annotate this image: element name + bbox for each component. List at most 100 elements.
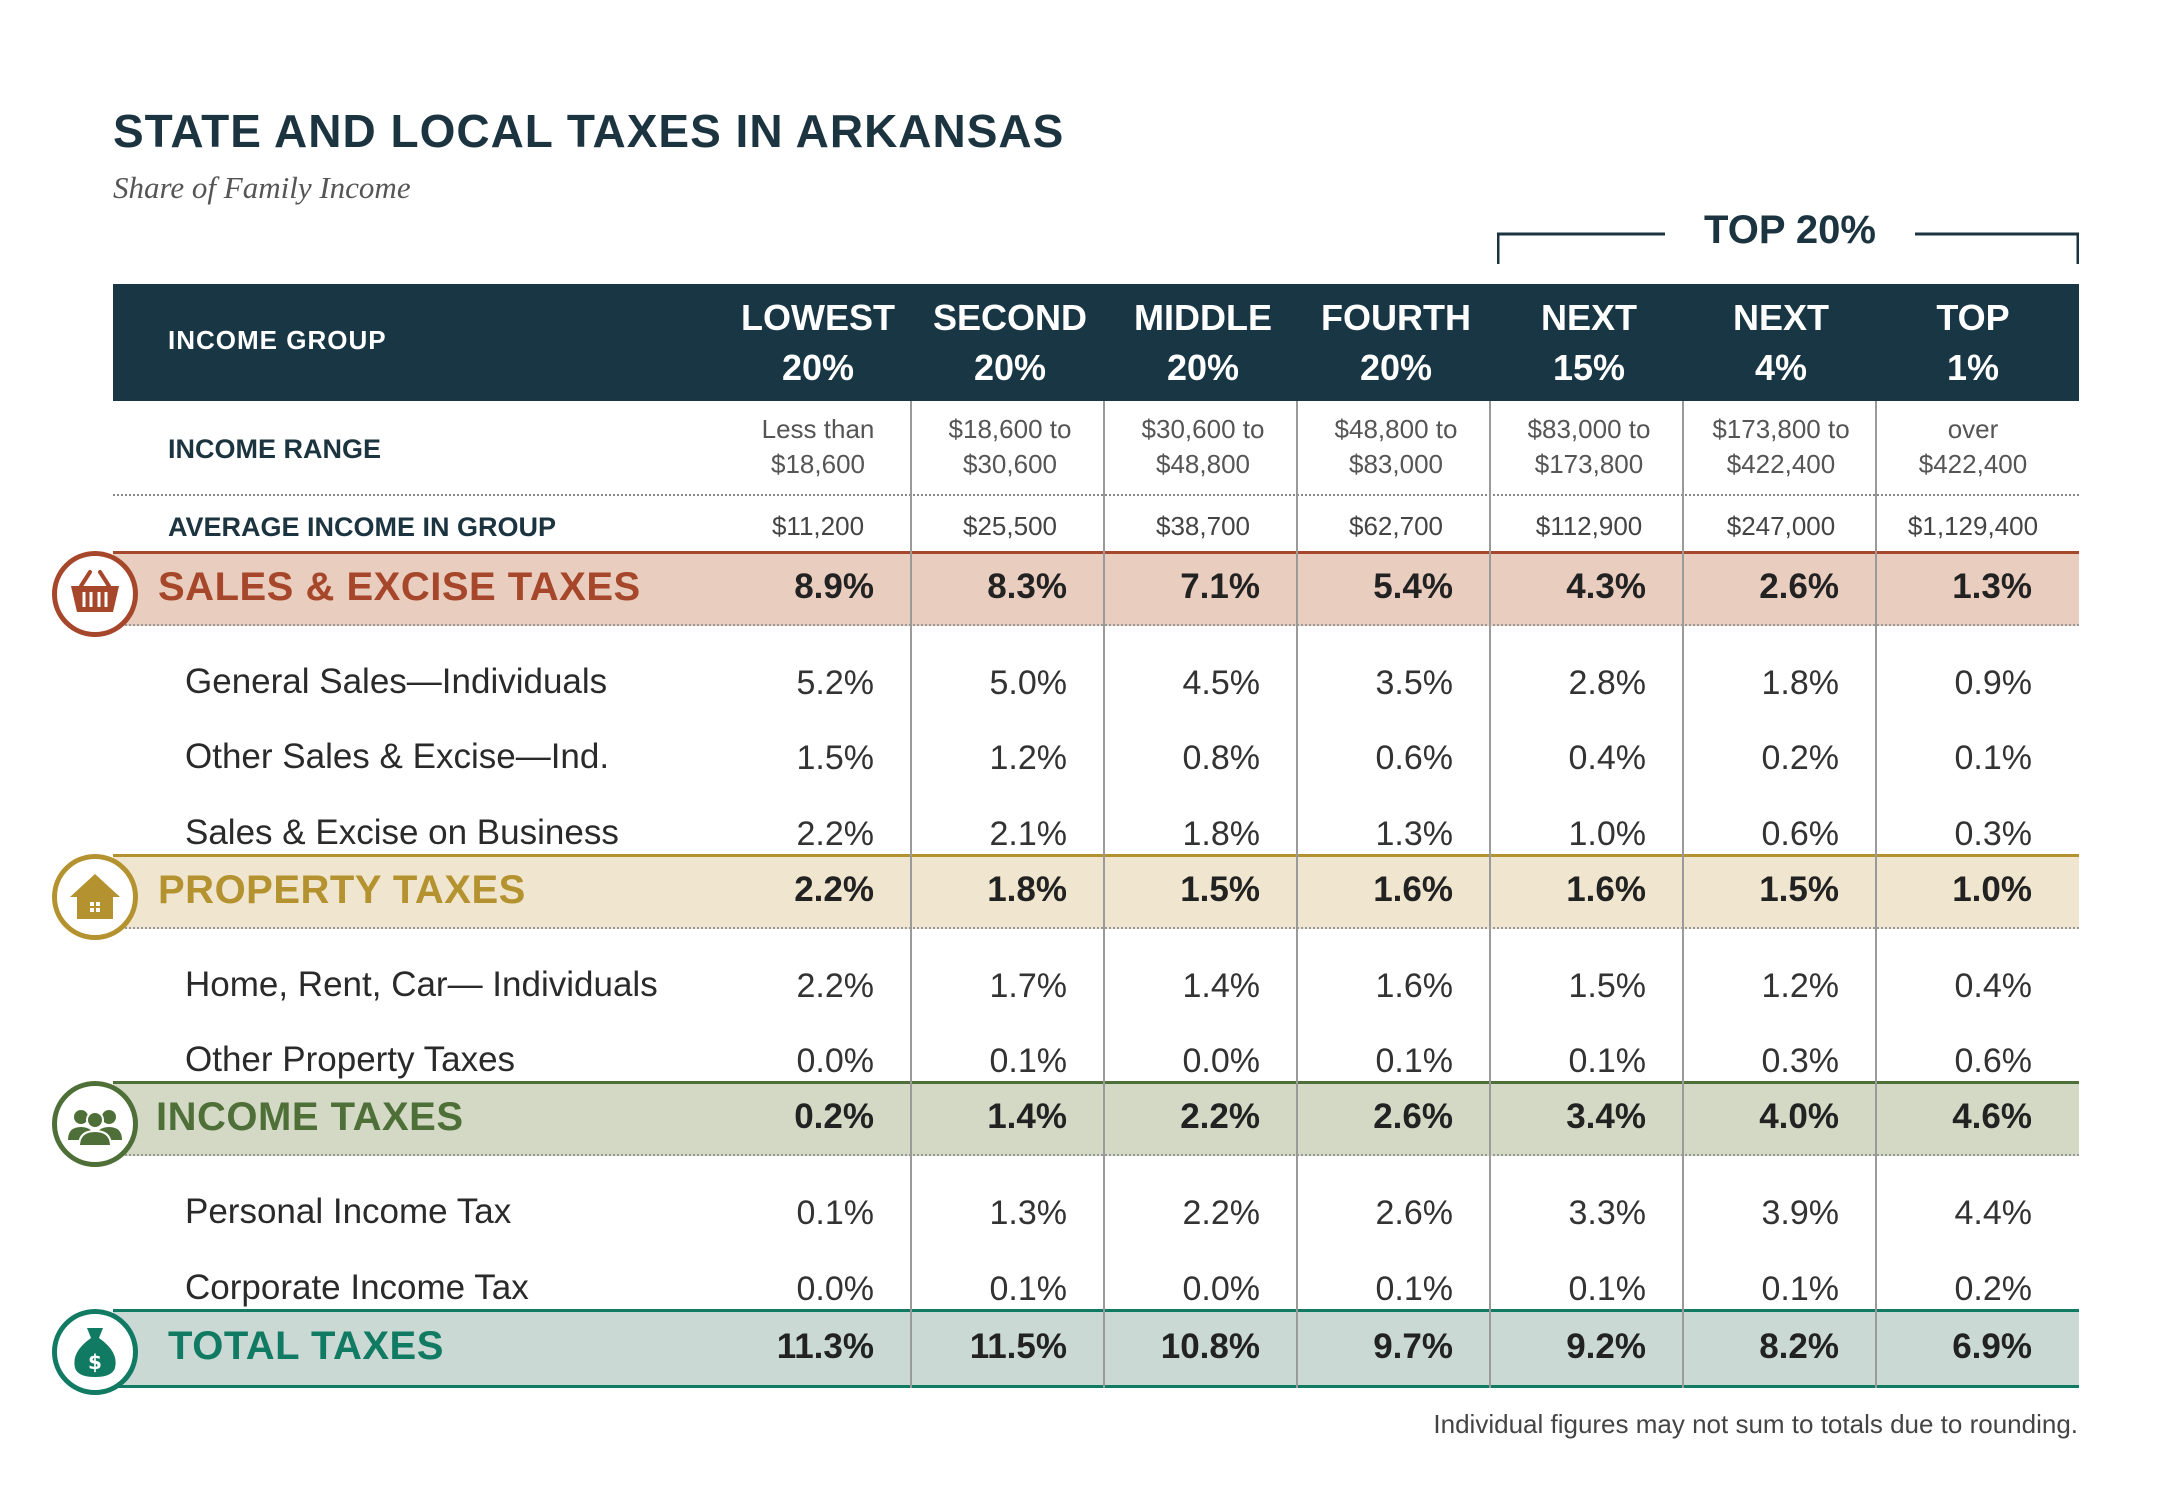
total-value: 11.5% [969,1327,1067,1366]
category-total-value: 1.4% [987,1097,1067,1136]
total-value: 6.9% [1952,1327,2032,1366]
tax-row-value: 0.0% [796,1042,875,1080]
svg-text:$: $ [88,1350,102,1374]
tax-row-value: 4.5% [1182,664,1261,702]
range-line2: $422,400 [1726,449,1836,479]
income-range-cell: $30,600 to $48,800 [1108,412,1298,482]
total-value: 9.7% [1373,1327,1453,1366]
column-header-line2: 20% [973,347,1047,388]
tax-row-value: 1.7% [989,967,1068,1005]
category-total-value: 1.6% [1373,870,1453,909]
total-value: 11.3% [776,1327,874,1366]
column-header-line1: SECOND [932,297,1088,338]
column-divider [1875,401,1877,1388]
tax-row-label: Personal Income Tax [185,1192,512,1231]
column-header: SECOND 20% [915,293,1105,393]
divider [113,494,2079,496]
total-value: 8.2% [1759,1327,1839,1366]
category-total-value: 4.6% [1952,1097,2032,1136]
income-range-cell: $48,800 to $83,000 [1301,412,1491,482]
column-header-line1: NEXT [1540,297,1637,338]
column-header-line2: 20% [1359,347,1433,388]
column-header-line2: 20% [781,347,855,388]
tax-row-value: 1.3% [1375,815,1454,853]
tax-row-value: 1.2% [989,739,1068,777]
column-header: NEXT 4% [1686,293,1876,393]
range-line1: $18,600 to [948,414,1072,444]
tax-row-value: 1.4% [1182,967,1261,1005]
average-income-cell: $11,200 [771,511,865,541]
tax-row-value: 3.3% [1568,1194,1647,1232]
column-header: FOURTH 20% [1301,293,1491,393]
column-header-line2: 20% [1166,347,1240,388]
tax-row-value: 0.2% [1761,739,1840,777]
category-total-value: 1.3% [1952,567,2032,606]
tax-row-value: 0.1% [1954,739,2033,777]
header-band [113,284,2079,401]
tax-row-value: 0.9% [1954,664,2033,702]
total-value: 10.8% [1160,1327,1260,1366]
column-header-line2: 15% [1552,347,1626,388]
tax-row-value: 0.6% [1761,815,1840,853]
average-income-cell: $247,000 [1726,511,1836,541]
average-income-cell: $38,700 [1156,511,1250,541]
category-total-value: 1.5% [1180,870,1260,909]
tax-row-value: 2.2% [796,967,875,1005]
category-label: INCOME TAXES [156,1095,464,1139]
column-header-line1: FOURTH [1321,297,1471,338]
category-total-value: 1.6% [1566,870,1646,909]
range-line2: $422,400 [1918,449,2028,479]
range-line1: $173,800 to [1712,414,1850,444]
column-divider [910,401,912,1388]
column-divider [1489,401,1491,1388]
total-label: TOTAL TAXES [168,1324,444,1368]
category-total-value: 8.3% [987,567,1067,606]
income-range-cell: Less than $18,600 [723,412,913,482]
tax-row-label: Other Property Taxes [185,1040,516,1079]
category-label: PROPERTY TAXES [158,868,526,912]
category-total-value: 2.6% [1373,1097,1453,1136]
range-line2: $173,800 [1534,449,1644,479]
top-20-label: TOP 20% [1665,208,1915,253]
tax-row-value: 4.4% [1954,1194,2033,1232]
tax-row-value: 0.3% [1761,1042,1840,1080]
tax-row-value: 0.4% [1568,739,1647,777]
tax-row-value: 1.6% [1375,967,1454,1005]
tax-row-value: 0.1% [989,1042,1068,1080]
tax-row-value: 1.8% [1182,815,1261,853]
column-header-line2: 1% [1946,347,2000,388]
tax-row-value: 0.1% [1568,1270,1647,1308]
column-divider [1682,401,1684,1388]
range-line2: $30,600 [963,449,1057,479]
tax-row-value: 0.1% [1375,1270,1454,1308]
tax-row-value: 0.0% [796,1270,875,1308]
tax-row-value: 5.0% [989,664,1068,702]
tax-row-value: 2.1% [989,815,1068,853]
tax-row-value: 1.5% [796,739,875,777]
tax-row-value: 0.1% [1568,1042,1647,1080]
tax-row-value: 3.5% [1375,664,1454,702]
column-header: TOP 1% [1878,293,2068,393]
column-header-line1: LOWEST [741,297,895,338]
tax-row-value: 0.2% [1954,1270,2033,1308]
category-total-value: 2.2% [1180,1097,1260,1136]
average-income-cell: $25,500 [963,511,1057,541]
income-range-label: INCOME RANGE [168,434,382,464]
range-line2: $83,000 [1349,449,1443,479]
tax-row-value: 1.5% [1568,967,1647,1005]
category-total-value: 1.5% [1759,870,1839,909]
tax-row-value: 5.2% [796,664,875,702]
house-icon [52,854,138,940]
range-line1: $48,800 to [1334,414,1458,444]
tax-row-label: Other Sales & Excise—Ind. [185,737,610,776]
average-income-label: AVERAGE INCOME IN GROUP [168,512,557,542]
shopping-basket-icon [52,551,138,637]
column-header-line2: 4% [1754,347,1808,388]
category-total-value: 4.0% [1759,1097,1839,1136]
average-income-cell: $62,700 [1349,511,1443,541]
average-income-cell: $1,129,400 [1907,511,2039,541]
tax-row-value: 0.3% [1954,815,2033,853]
income-range-cell: $18,600 to $30,600 [915,412,1105,482]
column-header: NEXT 15% [1494,293,1684,393]
range-line1: $30,600 to [1141,414,1265,444]
